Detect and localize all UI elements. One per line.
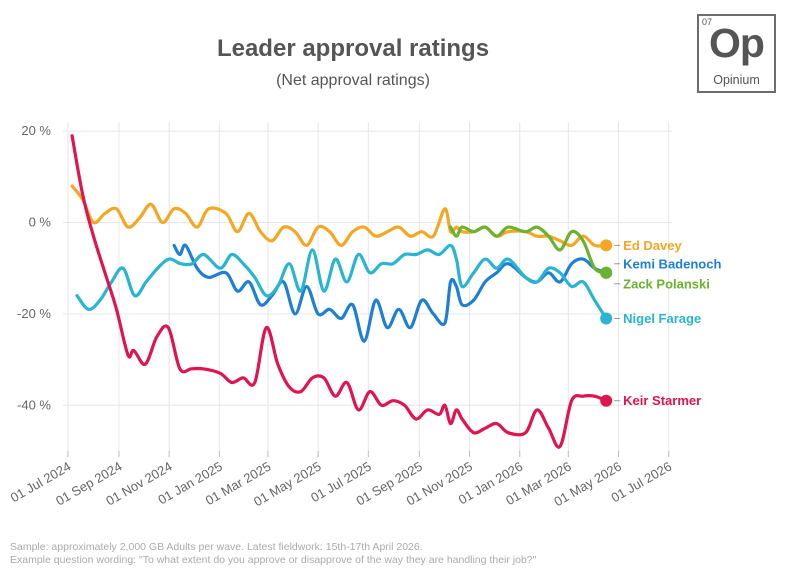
chart-subtitle: (Net approval ratings) — [276, 72, 430, 89]
opinium-logo: 07 Op Opinium — [697, 14, 776, 93]
keir-starmer-label: Keir Starmer — [623, 393, 701, 408]
zack-polanski-label: Zack Polanski — [623, 276, 710, 291]
nigel-farage-line — [75, 243, 608, 321]
y-tick-label: -20 % — [17, 306, 51, 321]
ed-davey-line — [70, 184, 608, 248]
zack-polanski-line — [449, 225, 608, 275]
logo-number: 07 — [702, 17, 713, 27]
y-tick-label: 0 % — [29, 215, 52, 230]
logo-symbol: Op — [709, 20, 765, 66]
nigel-farage-end-marker — [600, 312, 613, 325]
footnote-sample: Sample: approximately 2,000 GB Adults pe… — [10, 541, 423, 553]
series-lines — [70, 134, 613, 449]
keir-starmer-line — [70, 134, 608, 449]
keir-starmer-end-marker — [600, 394, 613, 407]
footnote-question: Example question wording: "To what exten… — [10, 554, 537, 566]
nigel-farage-label: Nigel Farage — [623, 311, 701, 326]
kemi-badenoch-label: Kemi Badenoch — [623, 256, 721, 271]
ed-davey-label: Ed Davey — [623, 238, 682, 253]
series-labels: Ed Davey Kemi Badenoch Zack Polanski Nigel … — [614, 238, 721, 408]
y-tick-label: -40 % — [17, 397, 51, 412]
grid-lines — [63, 122, 672, 457]
zack-polanski-end-marker — [600, 266, 613, 279]
chart-title: Leader approval ratings — [217, 35, 489, 62]
y-tick-label: 20 % — [21, 123, 51, 138]
y-axis-ticks: 20 % 0 % -20 % -40 % — [17, 123, 51, 412]
logo-name: Opinium — [713, 73, 760, 87]
ed-davey-end-marker — [600, 239, 613, 252]
